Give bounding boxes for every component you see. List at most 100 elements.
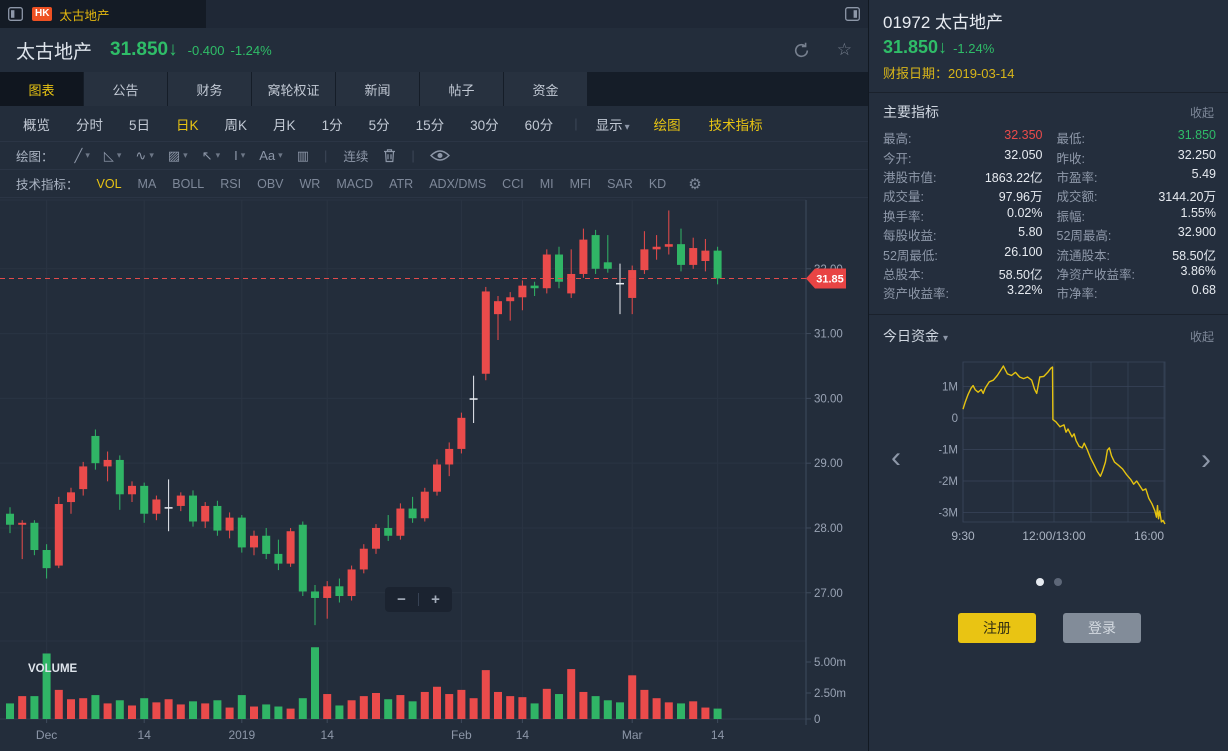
polyline-tool-icon[interactable]: ◺ ▾ xyxy=(103,147,122,163)
continuous-draw-button[interactable]: 连续 xyxy=(343,150,369,164)
metric-pair: 市盈率: 5.49 xyxy=(1057,167,1217,186)
text-tool-icon[interactable]: Aa ▾ xyxy=(259,148,283,163)
price-change-pct: -1.24% xyxy=(230,42,272,58)
indicator-vol[interactable]: VOL xyxy=(96,176,122,191)
stock-tab[interactable]: HK 太古地产 xyxy=(0,0,206,28)
trash-icon[interactable] xyxy=(383,148,396,163)
metrics-title: 主要指标 xyxy=(883,104,939,120)
measure-tool-icon[interactable]: Ι ▾ xyxy=(234,148,246,163)
svg-text:5.00m: 5.00m xyxy=(814,657,846,669)
refresh-icon[interactable] xyxy=(792,41,811,60)
timeframe-60min[interactable]: 60分 xyxy=(524,117,554,133)
timeframe-1mo[interactable]: 月K xyxy=(273,117,296,133)
register-button[interactable]: 注册 xyxy=(958,613,1036,643)
nav-tab-warrants[interactable]: 窝轮权证 xyxy=(252,72,335,106)
nav-tab-news[interactable]: 新闻 xyxy=(336,72,419,106)
fibonacci-tool-icon[interactable]: ▨ ▾ xyxy=(167,147,188,163)
indicator-mfi[interactable]: MFI xyxy=(569,176,592,191)
svg-text:0: 0 xyxy=(952,413,958,425)
carousel-prev-button[interactable]: ‹ xyxy=(891,441,901,474)
draw-panel-button[interactable]: 绘图 xyxy=(653,117,681,133)
stock-header: 太古地产 31.850↓ -0.400 -1.24% ☆ xyxy=(0,28,868,72)
metric-pair: 成交量: 97.96万 xyxy=(883,186,1043,205)
svg-text:2.50m: 2.50m xyxy=(814,688,846,700)
timeframe-5d[interactable]: 5日 xyxy=(129,117,151,133)
metric-label: 换手率: xyxy=(883,209,924,224)
display-menu[interactable]: 显示 ▾ xyxy=(595,117,630,133)
metric-value: 0.68 xyxy=(1191,283,1216,298)
indicator-wr[interactable]: WR xyxy=(299,176,321,191)
svg-text:14: 14 xyxy=(138,728,152,742)
indicator-adxdms[interactable]: ADX/DMS xyxy=(429,176,487,191)
quote-sidebar: 01972 太古地产 31.850↓ -1.24% 财报日期：2019-03-14… xyxy=(868,0,1228,751)
draw-toolbar-label: 绘图： xyxy=(16,150,54,164)
indicator-ma[interactable]: MA xyxy=(137,176,157,191)
metric-pair: 今开: 32.050 xyxy=(883,148,1043,167)
nav-tab-posts[interactable]: 帖子 xyxy=(420,72,503,106)
indicator-cci[interactable]: CCI xyxy=(502,176,524,191)
indicator-atr[interactable]: ATR xyxy=(389,176,414,191)
nav-tab-announcements[interactable]: 公告 xyxy=(84,72,167,106)
metric-pair: 每股收益: 5.80 xyxy=(883,225,1043,244)
indicator-sar[interactable]: SAR xyxy=(607,176,633,191)
indicator-mi[interactable]: MI xyxy=(539,176,554,191)
timeframe-1min[interactable]: 1分 xyxy=(321,117,343,133)
sidebar-stock-price: 31.850↓ -1.24% xyxy=(883,37,995,57)
metric-label: 市净率: xyxy=(1056,287,1098,302)
carousel-next-button[interactable]: › xyxy=(1201,443,1211,476)
svg-text:30.00: 30.00 xyxy=(814,393,843,405)
metric-label: 成交量: xyxy=(883,190,924,205)
timeframe-30min[interactable]: 30分 xyxy=(470,117,499,133)
nav-tab-funds[interactable]: 资金 xyxy=(504,72,587,106)
fund-title[interactable]: 今日资金 ▾ xyxy=(883,328,949,344)
metric-value: 32.900 xyxy=(1177,225,1216,240)
panel-toggle-right-icon[interactable] xyxy=(845,7,860,21)
indicator-macd[interactable]: MACD xyxy=(336,176,374,191)
svg-text:-2M: -2M xyxy=(939,476,958,488)
metric-value: 3.22% xyxy=(1007,283,1043,298)
compare-tool-icon[interactable]: ▥ xyxy=(296,147,309,163)
arrow-tool-icon[interactable]: ↖ ▾ xyxy=(201,147,221,163)
metric-label: 总股本: xyxy=(883,267,924,282)
indicator-boll[interactable]: BOLL xyxy=(172,176,205,191)
timeframe-overview[interactable]: 概览 xyxy=(23,117,50,133)
metric-value: 3144.20万 xyxy=(1158,190,1216,205)
login-button[interactable]: 登录 xyxy=(1063,613,1141,643)
stock-price: 31.850↓ xyxy=(110,39,178,60)
favorite-star-icon[interactable]: ☆ xyxy=(836,40,852,59)
timeframe-1d[interactable]: 日K xyxy=(176,117,199,133)
kline-chart-area[interactable]: 32.0031.0030.0029.0028.0027.005.00m2.50m… xyxy=(0,198,868,751)
indicator-settings-gear-icon[interactable]: ⚙ xyxy=(688,175,702,193)
fund-collapse-button[interactable]: 收起 xyxy=(1189,329,1214,344)
svg-text:-3M: -3M xyxy=(939,508,958,520)
tech-indicator-button[interactable]: 技术指标 xyxy=(708,117,763,133)
carousel-dot-1[interactable] xyxy=(1036,578,1044,586)
carousel-dot-2[interactable] xyxy=(1054,578,1062,586)
zoom-in-button[interactable]: + xyxy=(431,591,440,608)
svg-text:28.00: 28.00 xyxy=(814,523,843,535)
nav-tab-chart[interactable]: 图表 xyxy=(0,72,83,106)
timeframe-5min[interactable]: 5分 xyxy=(368,117,390,133)
svg-text:Feb: Feb xyxy=(451,728,472,742)
panel-toggle-left-icon[interactable] xyxy=(8,7,23,21)
indicator-rsi[interactable]: RSI xyxy=(220,176,242,191)
visibility-eye-icon[interactable] xyxy=(429,149,450,162)
svg-text:Dec: Dec xyxy=(36,728,57,742)
timeframe-1w[interactable]: 周K xyxy=(224,117,248,133)
timeframe-15min[interactable]: 15分 xyxy=(415,117,445,133)
metric-value: 32.050 xyxy=(1004,147,1043,162)
metrics-collapse-button[interactable]: 收起 xyxy=(1189,105,1214,120)
nav-tab-financials[interactable]: 财务 xyxy=(168,72,251,106)
trend-line-tool-icon[interactable]: ╱ ▾ xyxy=(74,147,90,163)
metric-label: 净资产收益率: xyxy=(1056,267,1135,282)
metric-label: 流通股本: xyxy=(1056,248,1110,263)
wave-tool-icon[interactable]: ∿ ▾ xyxy=(135,147,154,163)
indicator-kd[interactable]: KD xyxy=(648,176,667,191)
zoom-out-button[interactable]: − xyxy=(397,591,406,608)
report-date: 财报日期：2019-03-14 xyxy=(883,66,1015,81)
metric-pair: 港股市值: 1863.22亿 xyxy=(883,167,1043,186)
draw-toolbar: 绘图： ╱ ▾ ◺ ▾ ∿ ▾ ▨ ▾ ↖ ▾ Ι ▾ Aa ▾ ▥ | 连续 | xyxy=(0,142,868,170)
main-panel: HK 太古地产 太古地产 31.850↓ -0.400 -1.24% ☆ 图表公… xyxy=(0,0,868,751)
indicator-obv[interactable]: OBV xyxy=(257,176,284,191)
timeframe-intraday[interactable]: 分时 xyxy=(76,117,103,133)
